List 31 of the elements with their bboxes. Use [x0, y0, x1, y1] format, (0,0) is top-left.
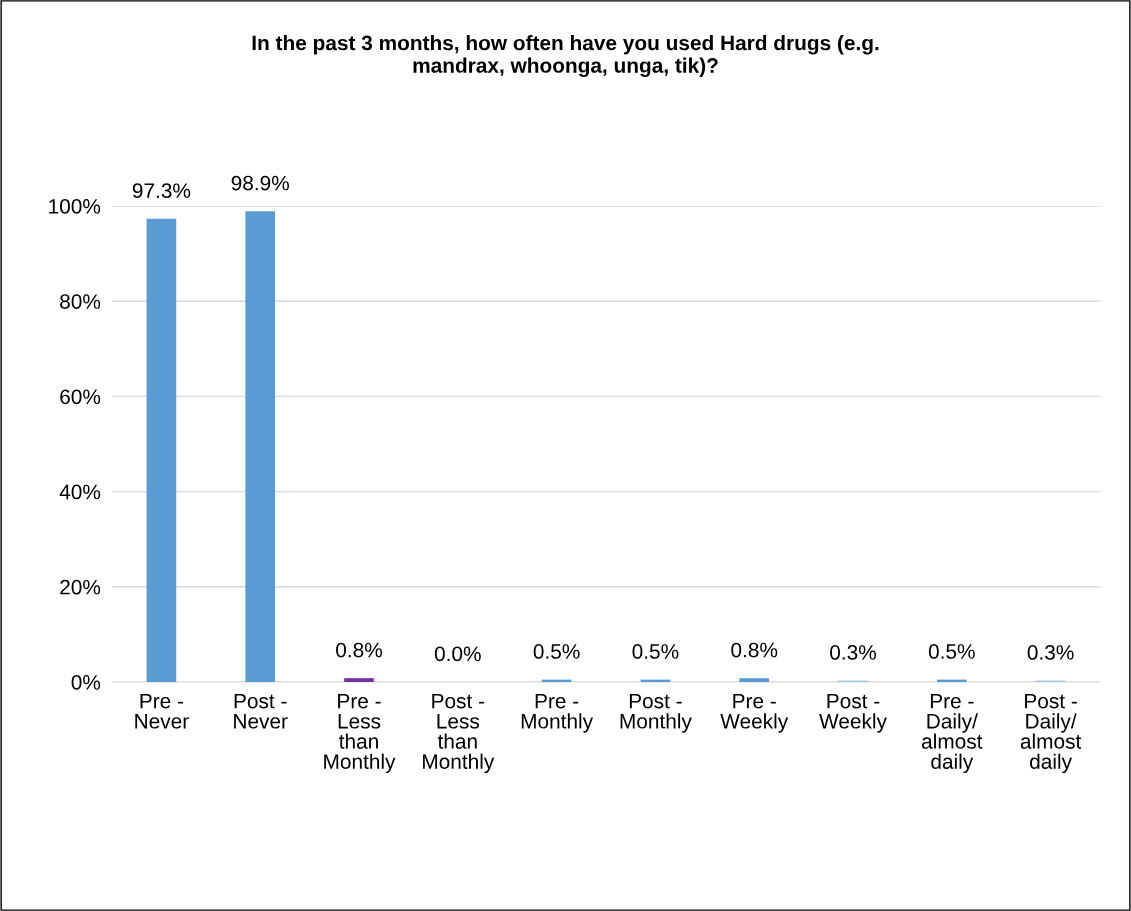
x-tick-label: Post - Weekly — [819, 693, 887, 733]
data-label: 0.8% — [336, 642, 382, 658]
x-tick-label: Pre - Never — [135, 693, 189, 729]
bar — [146, 218, 177, 682]
data-label: 97.3% — [132, 183, 191, 199]
y-tick-label: 100% — [49, 199, 101, 214]
x-tick-label: Pre - Daily/ almost daily — [922, 693, 983, 774]
data-label: 0.5% — [928, 644, 975, 659]
y-tick-label: 0% — [71, 675, 101, 690]
chart-title: In the past 3 months, how often have you used Hard drugs (e.g. mandrax, whoonga, unga, tik)? — [252, 35, 879, 78]
data-label: 0.5% — [533, 644, 580, 659]
y-tick-label: 20% — [60, 579, 101, 595]
x-tick-label: Post - Daily/ almost daily — [1020, 693, 1082, 774]
data-label: 0.3% — [830, 645, 876, 660]
data-label: 0.5% — [632, 644, 679, 659]
data-label: 0.8% — [731, 642, 778, 658]
x-tick-label: Post - Monthly — [620, 693, 692, 733]
y-tick-label: 60% — [60, 389, 101, 405]
x-tick-label: Pre - Monthly — [521, 693, 594, 733]
data-label: 0.3% — [1027, 645, 1074, 660]
bar — [739, 678, 770, 682]
x-tick-label: Post - Never — [234, 693, 288, 729]
x-tick-label: Pre - Weekly — [720, 693, 789, 733]
x-tick-label: Post - Less than Monthly — [423, 693, 495, 774]
data-label: 0.0% — [434, 646, 481, 662]
x-tick-label: Pre - Less than Monthly — [324, 693, 396, 774]
y-tick-label: 40% — [59, 484, 101, 500]
bar — [245, 211, 276, 682]
y-tick-label: 80% — [60, 294, 101, 309]
bar — [344, 678, 374, 682]
data-label: 98.9% — [231, 175, 289, 191]
